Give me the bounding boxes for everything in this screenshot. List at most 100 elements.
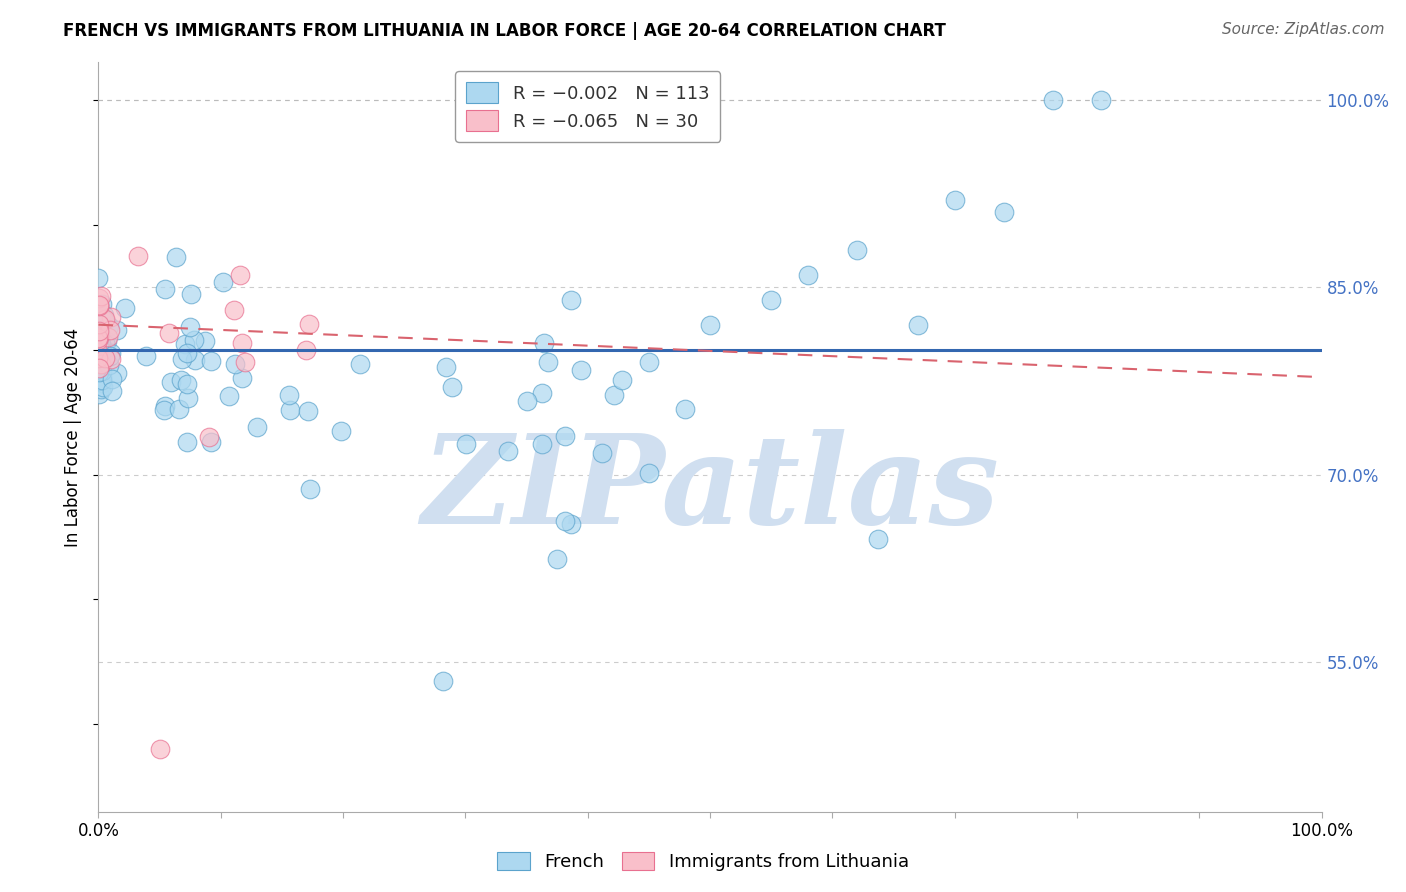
Legend: R = −0.002   N = 113, R = −0.065   N = 30: R = −0.002 N = 113, R = −0.065 N = 30 (456, 71, 720, 142)
Point (87, 387, 110, 401)
Point (174, 336, 197, 351)
Point (127, 249, 149, 263)
Point (176, 434, 198, 449)
Point (554, 429, 576, 443)
Text: ZIPatlas: ZIPatlas (420, 429, 1000, 550)
Point (454, 436, 477, 450)
Point (105, 323, 128, 337)
Point (993, 205, 1015, 219)
Point (87, 331, 110, 345)
Point (90, 297, 112, 311)
Point (638, 466, 661, 480)
Point (91, 376, 114, 391)
Point (90, 289, 112, 303)
Point (536, 355, 558, 369)
Point (153, 400, 176, 414)
Point (135, 349, 157, 363)
Point (87, 358, 110, 372)
Point (98, 324, 121, 338)
Point (89, 324, 111, 338)
Point (198, 430, 221, 444)
Point (87, 291, 110, 305)
Point (96, 334, 118, 349)
Point (91, 380, 114, 394)
Point (233, 355, 256, 369)
Point (87, 271, 110, 285)
Point (91, 370, 114, 384)
Point (89, 320, 111, 334)
Point (98, 349, 121, 363)
Point (87, 344, 110, 359)
Point (97, 329, 120, 343)
Point (224, 303, 246, 318)
Point (560, 516, 582, 531)
Point (89, 299, 111, 313)
Point (91, 344, 114, 359)
Point (89, 361, 111, 376)
Point (89, 358, 111, 372)
Point (571, 363, 593, 377)
Text: Source: ZipAtlas.com: Source: ZipAtlas.com (1222, 22, 1385, 37)
Point (533, 336, 555, 351)
Point (330, 424, 353, 438)
Point (93, 313, 115, 327)
Point (101, 384, 124, 398)
Point (87, 337, 110, 351)
Point (87, 324, 110, 338)
Point (93, 336, 115, 351)
Point (554, 514, 576, 528)
Point (114, 301, 136, 315)
Point (100, 310, 122, 324)
Point (87, 344, 110, 359)
Point (246, 420, 269, 434)
Point (87, 351, 110, 365)
Point (200, 435, 222, 450)
Point (89, 326, 111, 341)
Point (231, 335, 253, 350)
Point (89, 330, 111, 344)
Point (218, 389, 240, 403)
Point (160, 375, 183, 389)
Point (1042, 93, 1064, 107)
Point (699, 318, 721, 332)
Point (591, 446, 613, 460)
Point (297, 404, 319, 418)
Point (89, 343, 111, 357)
Point (546, 552, 568, 566)
Point (157, 326, 180, 341)
Point (434, 359, 457, 374)
Point (100, 371, 122, 385)
Point (90, 309, 112, 323)
Point (167, 401, 190, 416)
Point (89, 343, 111, 358)
Point (87, 317, 110, 331)
Point (100, 351, 122, 366)
Point (90, 310, 112, 325)
Point (1090, 93, 1112, 107)
Point (610, 373, 633, 387)
Point (530, 385, 553, 400)
Point (172, 351, 194, 366)
Point (149, 742, 172, 756)
Point (224, 357, 246, 371)
Point (637, 355, 661, 369)
Point (176, 376, 198, 391)
Point (87, 374, 110, 388)
Y-axis label: In Labor Force | Age 20-64: In Labor Force | Age 20-64 (65, 327, 83, 547)
Point (94, 351, 117, 365)
Text: FRENCH VS IMMIGRANTS FROM LITHUANIA IN LABOR FORCE | AGE 20-64 CORRELATION CHART: FRENCH VS IMMIGRANTS FROM LITHUANIA IN L… (63, 22, 946, 40)
Point (530, 437, 553, 451)
Point (87, 359, 110, 373)
Point (90, 330, 112, 344)
Point (90, 337, 112, 351)
Point (943, 193, 966, 207)
Point (432, 673, 454, 688)
Point (907, 318, 929, 332)
Point (180, 286, 202, 301)
Point (761, 293, 783, 307)
Point (298, 318, 321, 332)
Point (89, 365, 111, 379)
Point (153, 402, 176, 417)
Point (176, 346, 198, 360)
Point (229, 268, 252, 282)
